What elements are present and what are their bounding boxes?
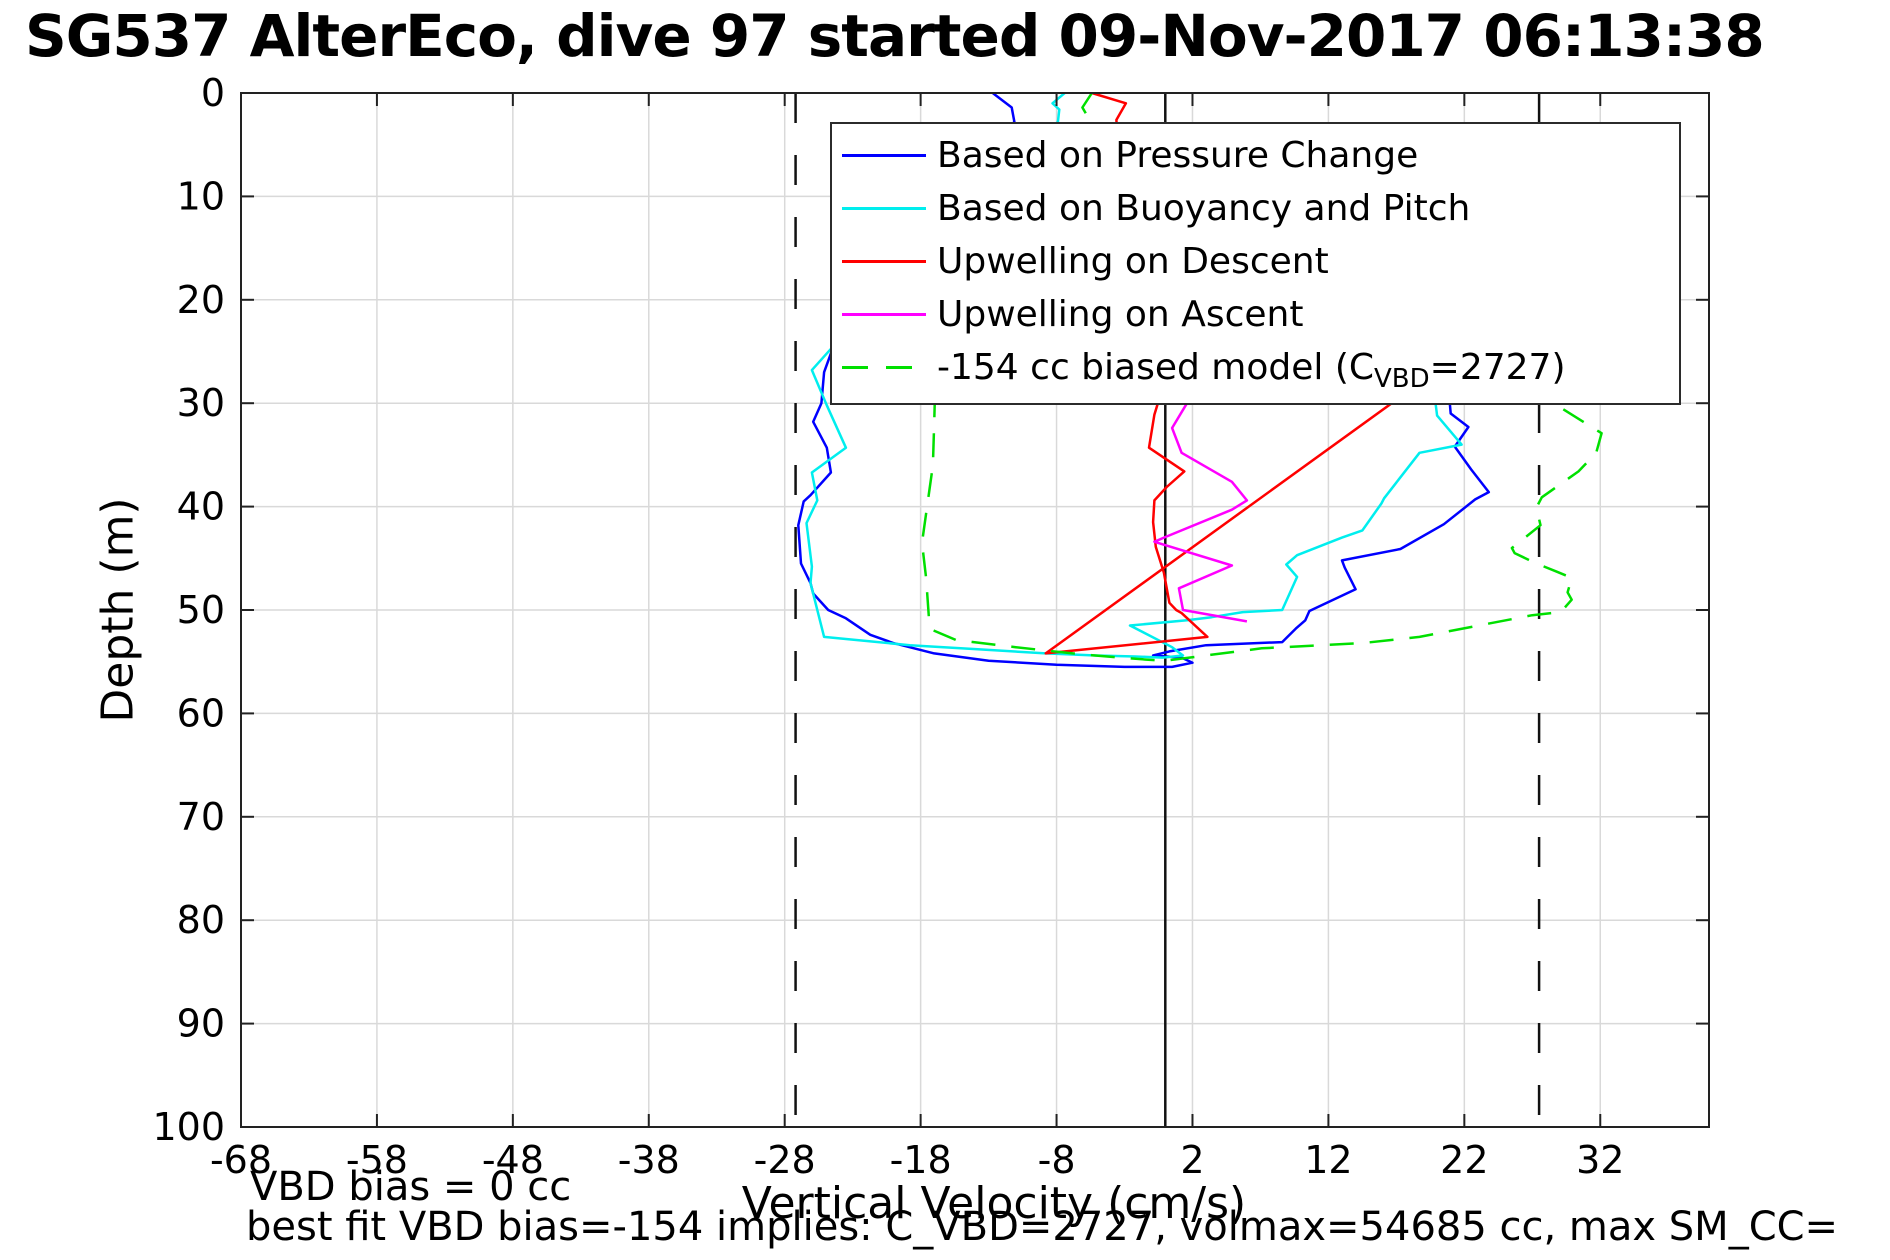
legend-label-upwelling-descent: Upwelling on Descent: [937, 240, 1329, 282]
y-tick-label: 100: [152, 1105, 225, 1149]
legend-label-upwelling-ascent: Upwelling on Ascent: [937, 293, 1304, 335]
y-tick-label: 70: [177, 795, 225, 839]
y-tick-label: 20: [177, 278, 225, 322]
y-tick-label: 60: [177, 691, 225, 735]
y-tick-label: 80: [177, 898, 225, 942]
figure-title: SG537 AlterEco, dive 97 started 09-Nov-2…: [25, 2, 1765, 70]
y-tick-label: 0: [201, 71, 225, 115]
y-tick-label: 90: [177, 1002, 225, 1046]
x-tick-label: 2: [1180, 1138, 1204, 1182]
x-tick-label: 12: [1304, 1138, 1352, 1182]
legend-line-sample-upwelling-ascent: [842, 313, 926, 316]
tick-marks: [240, 92, 1709, 1128]
legend-row-upwelling-ascent: Upwelling on Ascent: [832, 288, 1679, 341]
legend-row-pressure: Based on Pressure Change: [832, 129, 1679, 182]
x-tick-label: -8: [1038, 1138, 1076, 1182]
x-tick-label: -58: [346, 1138, 408, 1182]
legend-line-sample-buoyancy-pitch: [842, 207, 926, 210]
x-tick-label: -68: [210, 1138, 272, 1182]
y-tick-label: 10: [177, 174, 225, 218]
x-tick-label: -28: [754, 1138, 816, 1182]
annotation-best-fit: best fit VBD bias=-154 implies: C_VBD=27…: [246, 1204, 1839, 1250]
y-tick-labels: 0 10 20 30 40 50 60 70 80 90 100: [152, 71, 225, 1149]
legend-line-sample-biased-model: [842, 366, 926, 369]
y-tick-label: 50: [177, 588, 225, 632]
legend-line-sample-pressure: [842, 154, 926, 157]
x-tick-labels: -68 -58 -48 -38 -28 -18 -8 2 12 22 32: [210, 1138, 1624, 1182]
legend: Based on Pressure Change Based on Buoyan…: [830, 122, 1681, 405]
legend-row-buoyancy-pitch: Based on Buoyancy and Pitch: [832, 182, 1679, 235]
legend-row-upwelling-descent: Upwelling on Descent: [832, 235, 1679, 288]
legend-label-buoyancy-pitch: Based on Buoyancy and Pitch: [937, 187, 1471, 229]
x-tick-label: -18: [890, 1138, 952, 1182]
x-tick-label: 22: [1440, 1138, 1488, 1182]
x-tick-label: -48: [482, 1138, 544, 1182]
y-tick-label: 30: [177, 381, 225, 425]
annotation-vbd-bias: VBD bias = 0 cc: [250, 1164, 572, 1210]
legend-label-pressure: Based on Pressure Change: [937, 134, 1419, 176]
x-tick-label: -38: [618, 1138, 680, 1182]
legend-row-biased-model: -154 cc biased model (CVBD=2727): [832, 341, 1679, 394]
y-axis-label: Depth (m): [92, 497, 144, 723]
x-tick-label: 32: [1576, 1138, 1624, 1182]
legend-label-biased-model: -154 cc biased model (CVBD=2727): [937, 346, 1566, 394]
y-tick-label: 40: [177, 485, 225, 529]
legend-line-sample-upwelling-descent: [842, 260, 926, 263]
x-axis-label: Vertical Velocity (cm/s): [741, 1178, 1247, 1229]
